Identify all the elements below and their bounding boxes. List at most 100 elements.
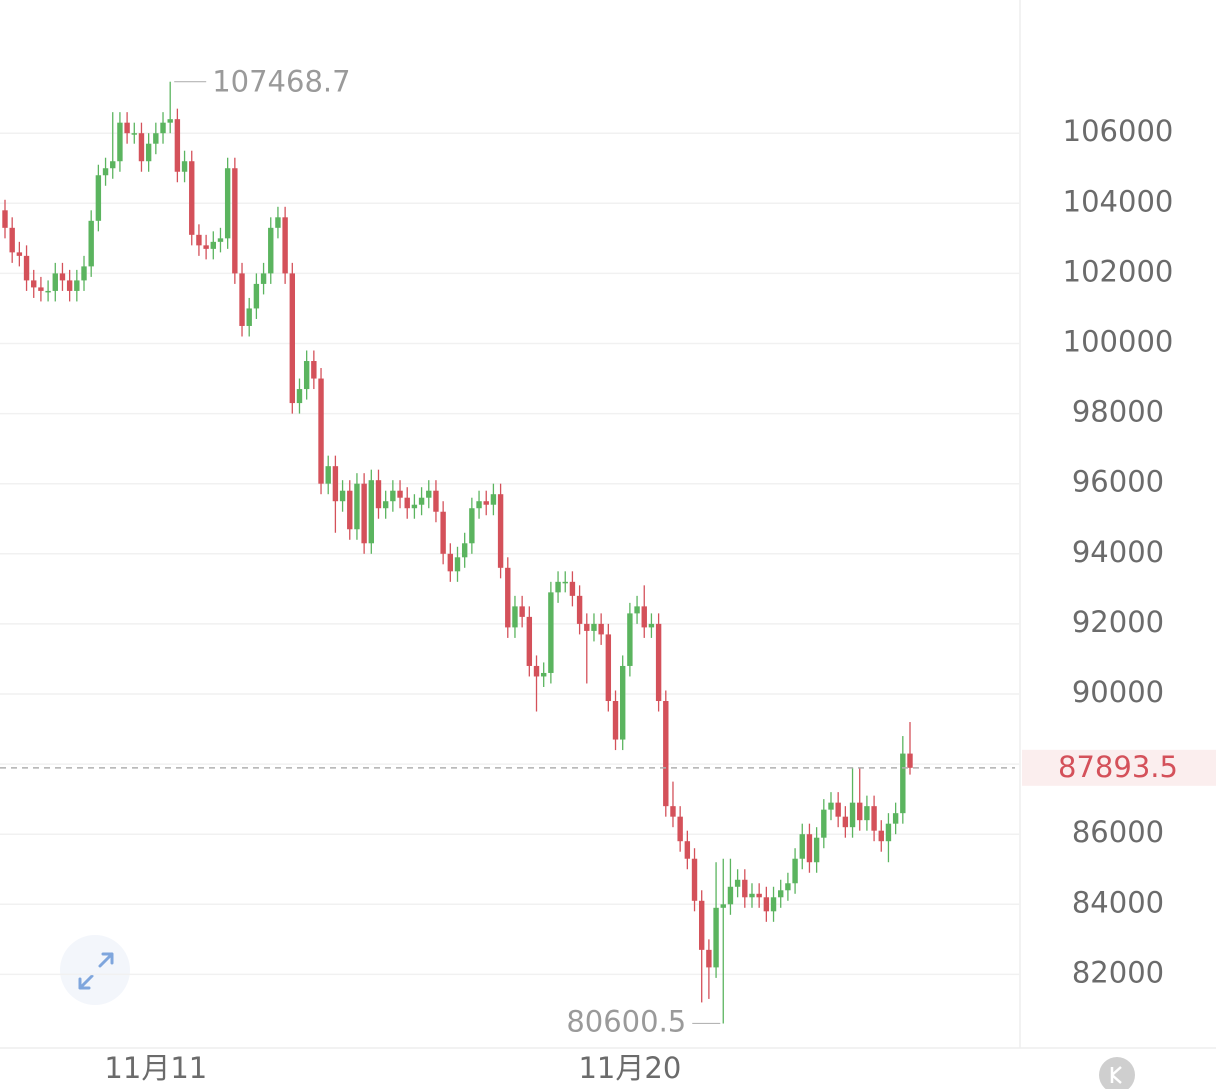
- expand-bg: [60, 935, 130, 1005]
- candle-body: [476, 501, 482, 509]
- candle-body: [598, 623, 604, 635]
- k-icon: [1110, 1066, 1122, 1084]
- min-label: 80600.5: [566, 1004, 686, 1038]
- candle-body: [31, 280, 37, 288]
- y-tick-label: 98000: [1072, 395, 1164, 429]
- y-tick-label: 100000: [1063, 324, 1174, 358]
- candle-body: [339, 490, 346, 502]
- candle-body: [38, 287, 44, 291]
- candle-body: [857, 802, 863, 821]
- candle-body: [612, 701, 619, 740]
- candle-body: [189, 161, 195, 235]
- candle-body: [892, 813, 899, 824]
- candle-body: [677, 816, 683, 842]
- candle-body: [734, 879, 741, 887]
- candle-body: [382, 501, 389, 509]
- candle-body: [282, 217, 288, 274]
- candle-body: [533, 665, 540, 677]
- y-tick-label: 102000: [1063, 254, 1174, 288]
- candle-body: [655, 623, 662, 702]
- candle-body: [426, 490, 432, 498]
- y-tick-label: 106000: [1063, 114, 1174, 148]
- candle-body: [785, 883, 791, 891]
- candle-body: [727, 886, 734, 905]
- candle-body: [548, 592, 554, 673]
- candle-body: [131, 133, 137, 135]
- candle-body: [634, 606, 640, 614]
- candle-body: [749, 893, 755, 898]
- candle-body: [663, 701, 669, 807]
- candle-body: [900, 753, 906, 814]
- y-tick-label: 92000: [1072, 605, 1164, 639]
- candle-body: [720, 904, 726, 908]
- candle-body: [239, 273, 245, 326]
- y-tick-label: 94000: [1072, 535, 1164, 569]
- candle-body: [52, 273, 58, 291]
- candle-body: [584, 623, 590, 631]
- candle-body: [268, 227, 274, 274]
- candle-body: [907, 753, 913, 768]
- candle-body: [770, 897, 777, 912]
- candle-body: [397, 490, 403, 498]
- candle-body: [576, 595, 583, 624]
- candle-body: [648, 623, 655, 628]
- candle-body: [778, 890, 784, 898]
- y-tick-label: 86000: [1072, 815, 1164, 849]
- last-price-bg: [1022, 749, 1216, 786]
- candle-body: [59, 273, 66, 281]
- candle-body: [483, 501, 489, 505]
- candle-body: [368, 480, 375, 544]
- candle-body: [23, 255, 30, 281]
- candle-body: [110, 161, 116, 169]
- candle-body: [81, 266, 87, 281]
- candle-body: [390, 490, 396, 502]
- candle-body: [2, 210, 8, 228]
- candle-body: [569, 581, 576, 596]
- candle-body: [289, 273, 296, 404]
- candle-body: [842, 816, 849, 828]
- candle-body: [641, 606, 647, 628]
- candle-body: [591, 623, 597, 631]
- candle-body: [691, 858, 698, 901]
- candle-body: [296, 389, 303, 404]
- candle-body: [74, 280, 80, 291]
- candle-body: [469, 508, 475, 544]
- candle-body: [138, 133, 145, 162]
- candle-body: [684, 841, 691, 859]
- candle-body: [318, 378, 324, 484]
- candle-body: [153, 133, 159, 144]
- x-tick-label: 11月11: [104, 1051, 207, 1085]
- candle-body: [706, 949, 712, 968]
- candle-body: [763, 897, 770, 912]
- expand-button[interactable]: [60, 935, 130, 1005]
- candle-body: [670, 806, 676, 817]
- candle-body: [526, 616, 533, 666]
- y-tick-label: 82000: [1072, 955, 1164, 989]
- candle-body: [375, 480, 382, 509]
- candle-body: [619, 665, 626, 740]
- candle-body: [813, 837, 820, 863]
- candle-body: [361, 483, 367, 544]
- candle-body: [217, 238, 224, 242]
- max-label: 107468.7: [212, 65, 350, 99]
- candle-body: [864, 806, 870, 821]
- last-price-label: 87893.5: [1058, 750, 1178, 784]
- candle-body: [605, 634, 612, 702]
- candle-body: [203, 245, 209, 249]
- candle-body: [404, 497, 410, 509]
- k-icon-bg: [1099, 1057, 1135, 1089]
- candle-body: [885, 823, 892, 842]
- candle-body: [347, 490, 353, 530]
- candle-body: [440, 511, 446, 554]
- candle-body: [454, 557, 461, 572]
- candle-body: [253, 283, 260, 309]
- candle-body: [102, 168, 109, 176]
- candle-body: [447, 553, 454, 572]
- candle-body: [806, 834, 813, 863]
- candle-body: [174, 119, 181, 172]
- candle-body: [756, 893, 762, 898]
- k-button[interactable]: [1099, 1057, 1135, 1089]
- candle-body: [699, 900, 705, 950]
- candle-body: [224, 168, 231, 239]
